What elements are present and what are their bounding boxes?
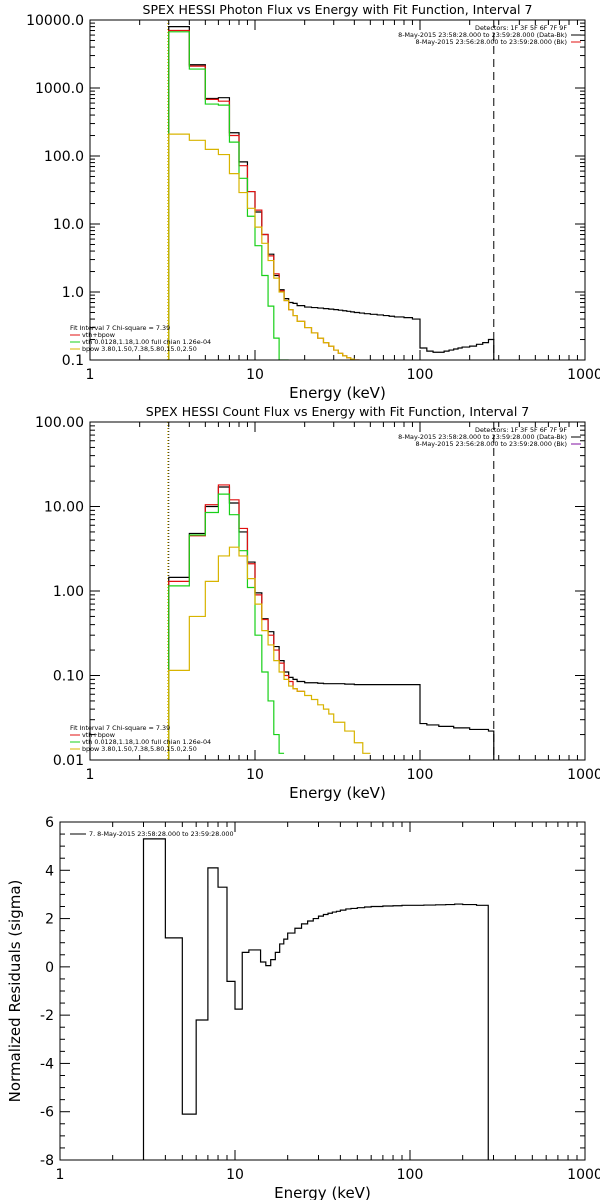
chart-title: SPEX HESSI Count Flux vs Energy with Fit… <box>146 404 529 419</box>
x-tick-label: 100 <box>407 367 434 383</box>
header-line: 8-May-2015 23:58:28.000 to 23:59:28.000 … <box>398 433 567 441</box>
residuals-legend-text: 7. 8-May-2015 23:58:28.000 to 23:59:28.0… <box>89 830 234 838</box>
fit-text-line: vth+bpow <box>82 331 115 339</box>
fit-text-line: Fit Interval 7 Chi-square = 7.39 <box>70 724 170 732</box>
header-line: Detectors: 1F 3F 5F 6F 7F 9F <box>475 24 567 32</box>
x-tick-label: 1 <box>56 1167 65 1183</box>
x-tick-label: 1000 <box>567 767 600 783</box>
y-tick-label: 10.00 <box>44 500 84 516</box>
series-vth <box>168 493 285 760</box>
x-axis-label: Energy (keV) <box>289 784 386 802</box>
header-line: 8-May-2015 23:56:28.000 to 23:59:28.000 … <box>415 38 567 46</box>
chart-title: SPEX HESSI Photon Flux vs Energy with Fi… <box>143 2 533 17</box>
chart-panel-2: SPEX HESSI Count Flux vs Energy with Fit… <box>35 404 600 802</box>
y-tick-label: 10.0 <box>53 217 84 233</box>
x-tick-label: 1000 <box>567 1167 600 1183</box>
fit-text-line: vth+bpow <box>82 731 115 739</box>
y-tick-label: 2 <box>45 912 54 928</box>
x-tick-label: 1 <box>86 367 95 383</box>
header-line: 8-May-2015 23:56:28.000 to 23:59:28.000 … <box>415 440 567 448</box>
series-total <box>168 29 360 360</box>
header-line: 8-May-2015 23:58:28.000 to 23:59:28.000 … <box>398 31 567 39</box>
x-axis-label: Energy (keV) <box>274 1184 371 1200</box>
series-bpow <box>168 133 360 360</box>
y-tick-label: 10000.0 <box>26 13 84 29</box>
fit-text-line: bpow 3.80,1.50,7.38,5.80,15.0,2.50 <box>82 345 197 353</box>
y-tick-label: 0.10 <box>53 669 84 685</box>
y-tick-label: -8 <box>40 1153 54 1169</box>
plot-frame <box>89 19 586 361</box>
fit-text-line: Fit Interval 7 Chi-square = 7.39 <box>70 324 170 332</box>
x-tick-label: 10 <box>246 767 264 783</box>
y-tick-label: 0.01 <box>53 753 84 769</box>
y-tick-label: 100.00 <box>35 415 84 431</box>
data-series-group <box>168 25 495 360</box>
series-observed <box>168 25 495 360</box>
x-tick-label: 100 <box>407 767 434 783</box>
y-tick-label: 1.00 <box>53 584 84 600</box>
data-series-group <box>142 838 489 1160</box>
plot-frame <box>89 421 586 761</box>
y-tick-label: 1000.0 <box>35 81 84 97</box>
y-tick-label: 0.1 <box>62 353 84 369</box>
y-axis-label: Normalized Residuals (sigma) <box>6 880 24 1103</box>
y-tick-label: 4 <box>45 863 54 879</box>
y-tick-label: -4 <box>40 1056 54 1072</box>
data-series-group <box>168 484 495 760</box>
plot-frame <box>59 821 586 1161</box>
header-line: Detectors: 1F 3F 5F 6F 7F 9F <box>475 426 567 434</box>
fit-text-line: bpow 3.80,1.50,7.38,5.80,15.0,2.50 <box>82 745 197 753</box>
x-tick-label: 10 <box>246 367 264 383</box>
y-tick-label: 1.0 <box>62 285 84 301</box>
y-tick-label: 100.0 <box>44 149 84 165</box>
y-tick-label: -6 <box>40 1105 54 1121</box>
fit-text-line: vth 0.0128,1.18,1.00 full chian 1.26e-04 <box>82 738 211 746</box>
fit-text-line: vth 0.0128,1.18,1.00 full chian 1.26e-04 <box>82 338 211 346</box>
series-residuals <box>142 838 489 1160</box>
y-tick-label: -2 <box>40 1008 54 1024</box>
series-bpow <box>168 546 371 760</box>
chart-panel-3: 1 10 100 1000 Energy (keV) -8 -6 -4 -2 0 2 4 6 Normal… <box>6 815 600 1200</box>
x-tick-label: 1000 <box>567 367 600 383</box>
series-observed <box>168 486 495 760</box>
y-tick-label: 0 <box>45 960 54 976</box>
series-vth <box>168 31 289 360</box>
x-tick-label: 10 <box>226 1167 244 1183</box>
y-tick-label: 6 <box>45 815 54 831</box>
chart-panel-1: SPEX HESSI Photon Flux vs Energy with Fi… <box>26 2 600 402</box>
x-axis-label: Energy (keV) <box>289 384 386 402</box>
x-tick-label: 1 <box>86 767 95 783</box>
x-tick-label: 100 <box>397 1167 424 1183</box>
